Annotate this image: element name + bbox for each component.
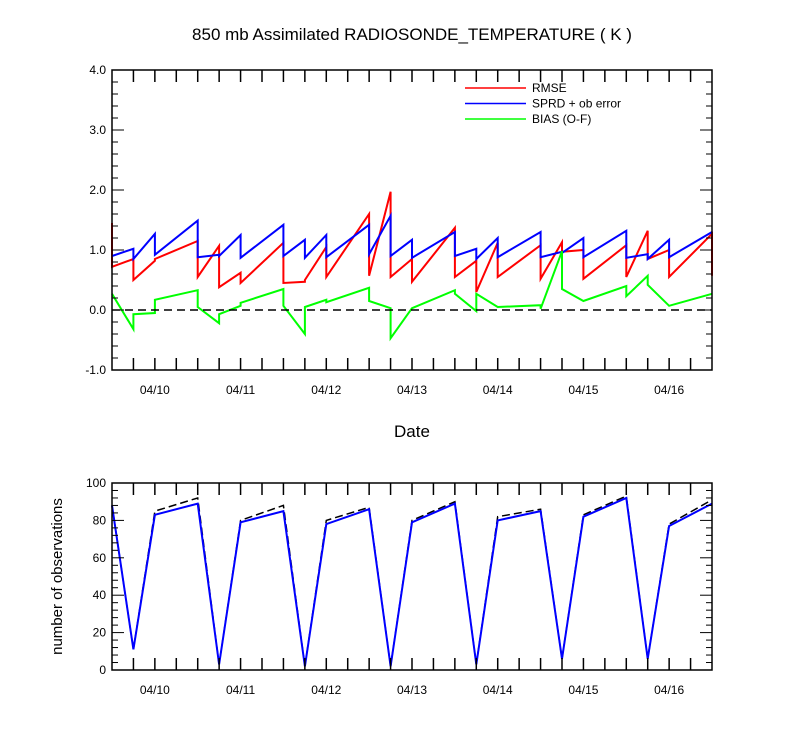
top-chart: -1.0 0.0 1.0 2.0 3.0 4.0 04/10 04/11 04/12 04/13 0… [85, 63, 713, 397]
bottom-chart: 0 20 40 60 80 100 04/10 04/11 04/12 04/13 04/14 04/… [86, 476, 713, 697]
x-tick-label: 04/16 [654, 383, 684, 397]
bottom-ticks-layer: 0 20 40 60 80 100 04/10 04/11 04/12 04/13 04/14 04/… [86, 476, 712, 697]
y-tick-label: 20 [93, 626, 107, 640]
x-tick-label: 04/14 [483, 683, 513, 697]
legend-label: RMSE [532, 81, 567, 95]
x-tick-label: 04/15 [568, 383, 598, 397]
series-line-observations-assimilated [111, 496, 713, 667]
top-plot-frame [111, 69, 713, 371]
y-tick-label: 0.0 [89, 303, 106, 317]
x-tick-label: 04/13 [397, 383, 427, 397]
top-chart-title: 850 mb Assimilated RADIOSONDE_TEMPERATUR… [192, 25, 632, 44]
series-line-rmse [111, 191, 713, 293]
y-tick-label: -1.0 [85, 363, 106, 377]
y-tick-label: 3.0 [89, 123, 106, 137]
y-tick-label: 100 [86, 476, 106, 490]
y-tick-label: 2.0 [89, 183, 106, 197]
y-tick-label: 60 [93, 551, 107, 565]
y-tick-label: 40 [93, 588, 107, 602]
y-tick-label: 1.0 [89, 243, 106, 257]
top-x-axis-label: Date [394, 422, 430, 441]
x-tick-label: 04/10 [140, 383, 170, 397]
legend-label: SPRD + ob error [532, 97, 621, 111]
series-line-bias-o-f [111, 250, 713, 342]
y-tick-label: 0 [99, 663, 106, 677]
series-line-sprd-ob-error [111, 211, 713, 262]
x-tick-label: 04/11 [226, 683, 255, 697]
x-tick-label: 04/12 [311, 383, 341, 397]
x-tick-label: 04/11 [226, 383, 255, 397]
legend-label: BIAS (O-F) [532, 112, 591, 126]
x-tick-label: 04/15 [568, 683, 598, 697]
bottom-chart-series-layer [111, 495, 713, 667]
top-chart-series-layer [111, 191, 713, 342]
y-tick-label: 4.0 [89, 63, 106, 77]
x-tick-label: 04/10 [140, 683, 170, 697]
x-tick-label: 04/13 [397, 683, 427, 697]
x-tick-label: 04/12 [311, 683, 341, 697]
y-tick-label: 80 [93, 513, 107, 527]
bottom-y-axis-label: number of observations [49, 498, 66, 655]
top-ticks-layer: -1.0 0.0 1.0 2.0 3.0 4.0 04/10 04/11 04/12 04/13 0… [85, 63, 712, 397]
x-tick-label: 04/14 [483, 383, 513, 397]
x-tick-label: 04/16 [654, 683, 684, 697]
bottom-plot-frame [111, 482, 713, 671]
